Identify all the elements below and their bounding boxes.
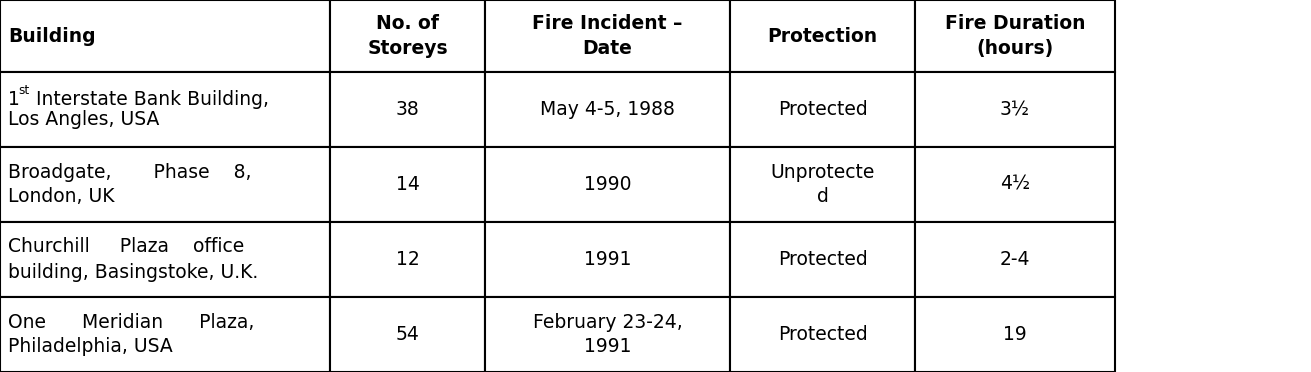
Bar [730, 72, 915, 147]
Text: Protection: Protection [767, 26, 877, 45]
Text: 1990: 1990 [583, 175, 632, 194]
Text: Unprotecte
d: Unprotecte d [771, 163, 874, 206]
Text: Building: Building [8, 26, 96, 45]
Text: February 23-24,
1991: February 23-24, 1991 [532, 312, 682, 356]
Text: 14: 14 [396, 175, 420, 194]
Bar [730, 0, 915, 72]
Bar [330, 222, 485, 297]
Text: Protected: Protected [777, 250, 868, 269]
Text: 3½: 3½ [1000, 100, 1030, 119]
Text: One      Meridian      Plaza,
Philadelphia, USA: One Meridian Plaza, Philadelphia, USA [8, 312, 254, 356]
Bar [730, 297, 915, 372]
Text: 54: 54 [396, 325, 420, 344]
Bar [0, 72, 330, 147]
Bar [730, 222, 915, 297]
Text: Protected: Protected [777, 100, 868, 119]
Text: 2-4: 2-4 [1000, 250, 1030, 269]
Bar [485, 147, 730, 222]
Bar [915, 222, 1114, 297]
Text: May 4-5, 1988: May 4-5, 1988 [540, 100, 675, 119]
Bar [915, 72, 1114, 147]
Text: No. of
Storeys: No. of Storeys [367, 14, 448, 58]
Bar [330, 72, 485, 147]
Text: Los Angles, USA: Los Angles, USA [8, 110, 160, 129]
Bar [0, 0, 330, 72]
Text: Interstate Bank Building,: Interstate Bank Building, [30, 90, 269, 109]
Text: Fire Duration
(hours): Fire Duration (hours) [945, 14, 1086, 58]
Bar [0, 147, 330, 222]
Text: Fire Incident –
Date: Fire Incident – Date [532, 14, 683, 58]
Bar [915, 0, 1114, 72]
Bar [485, 222, 730, 297]
Text: 19: 19 [1003, 325, 1027, 344]
Text: st: st [18, 83, 29, 96]
Text: 1991: 1991 [583, 250, 632, 269]
Text: 1: 1 [8, 90, 20, 109]
Text: 38: 38 [396, 100, 420, 119]
Bar [485, 0, 730, 72]
Bar [330, 0, 485, 72]
Text: Churchill     Plaza    office
building, Basingstoke, U.K.: Churchill Plaza office building, Basings… [8, 237, 258, 282]
Bar [485, 297, 730, 372]
Bar [330, 147, 485, 222]
Text: Broadgate,       Phase    8,
London, UK: Broadgate, Phase 8, London, UK [8, 163, 252, 206]
Bar [0, 222, 330, 297]
Bar [330, 297, 485, 372]
Bar [730, 147, 915, 222]
Bar [915, 147, 1114, 222]
Text: Protected: Protected [777, 325, 868, 344]
Bar [915, 297, 1114, 372]
Text: 12: 12 [396, 250, 420, 269]
Text: 4½: 4½ [1000, 175, 1030, 194]
Bar [485, 72, 730, 147]
Bar [0, 297, 330, 372]
